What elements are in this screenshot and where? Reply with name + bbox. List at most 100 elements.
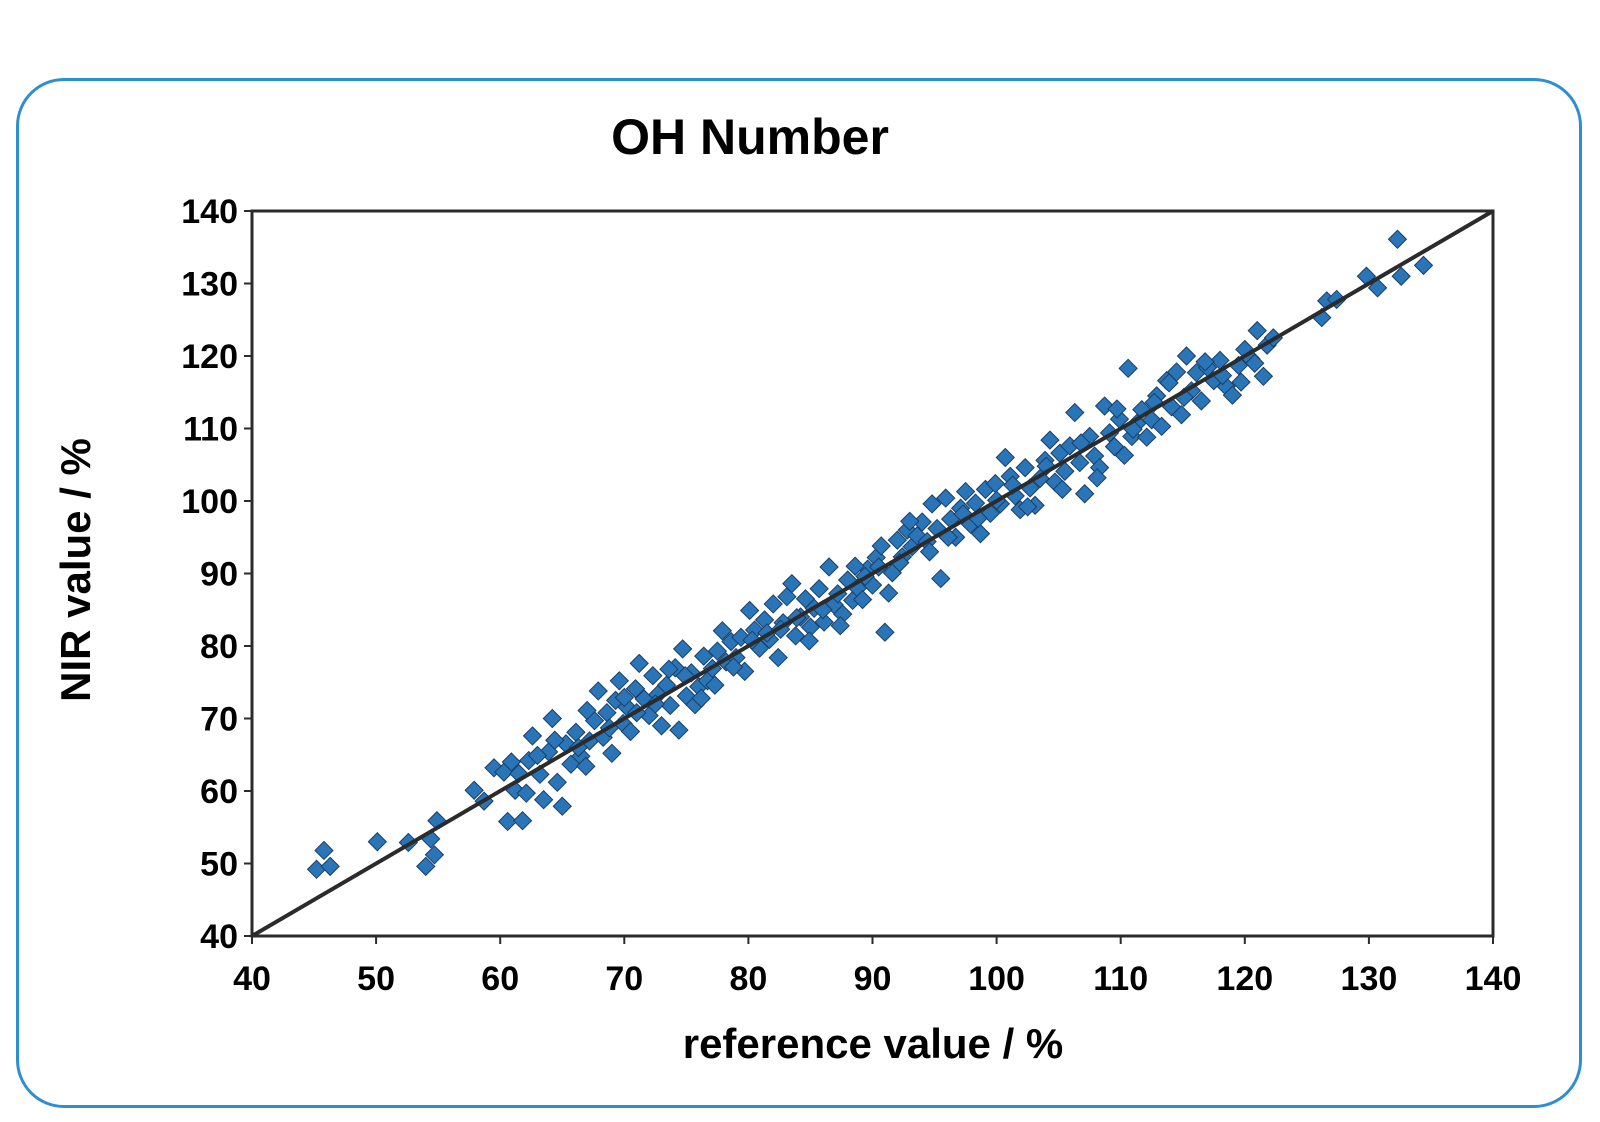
x-tick-label: 50 — [357, 960, 395, 998]
x-axis-label: reference value / % — [683, 1020, 1064, 1067]
data-point — [1231, 372, 1251, 392]
data-point — [1245, 353, 1265, 373]
data-point — [1159, 373, 1179, 393]
data-point — [1075, 484, 1095, 504]
data-point — [643, 666, 663, 686]
data-point — [900, 511, 920, 532]
data-point — [995, 447, 1015, 468]
data-point — [1087, 468, 1107, 488]
data-point — [672, 639, 693, 659]
y-tick-label: 120 — [181, 338, 238, 376]
data-point — [1052, 479, 1073, 500]
data-point — [659, 659, 679, 679]
data-point — [320, 856, 340, 877]
x-tick-label: 110 — [1093, 960, 1148, 998]
y-tick-label: 50 — [200, 846, 238, 884]
data-point — [1017, 497, 1038, 517]
data-point — [651, 716, 672, 736]
x-tick-label: 100 — [968, 960, 1025, 998]
data-point — [1253, 366, 1274, 387]
data-point — [712, 621, 733, 641]
data-point — [588, 681, 608, 701]
data-point — [545, 730, 565, 750]
reference-line — [250, 209, 1495, 938]
data-point — [830, 615, 850, 636]
data-point — [516, 783, 536, 803]
data-point — [501, 752, 522, 772]
data-point — [527, 745, 548, 766]
data-point — [577, 700, 597, 721]
data-point — [660, 695, 680, 716]
y-tick-label: 80 — [200, 628, 238, 666]
chart-marks — [250, 209, 1495, 938]
data-point — [547, 772, 567, 793]
x-tick-label: 60 — [481, 960, 519, 998]
data-point — [1070, 452, 1090, 473]
data-point — [691, 688, 711, 708]
data-point — [723, 657, 744, 677]
data-point — [955, 481, 976, 502]
data-point — [785, 626, 806, 646]
x-tick-label: 90 — [854, 960, 892, 998]
data-point — [609, 671, 630, 691]
data-point — [533, 789, 554, 810]
data-point — [1171, 405, 1192, 425]
data-point — [1055, 461, 1075, 481]
data-point — [782, 573, 802, 594]
data-point — [922, 494, 942, 514]
data-point — [1118, 358, 1138, 379]
y-tick-label: 100 — [181, 483, 238, 521]
x-tick-label: 40 — [233, 960, 271, 998]
data-point — [614, 687, 635, 708]
y-tick-label: 90 — [200, 556, 238, 594]
data-point — [1151, 416, 1172, 437]
data-point — [1247, 320, 1267, 341]
data-point — [814, 612, 834, 632]
data-point — [768, 647, 788, 668]
data-point — [931, 568, 951, 589]
data-point — [669, 720, 689, 740]
data-point — [1137, 427, 1157, 447]
y-tick-label: 140 — [181, 193, 238, 231]
data-point — [512, 811, 533, 831]
y-axis-label: NIR value / % — [52, 438, 99, 702]
x-axis-ticks: 40 50 60 70 80 90 100 110 120 130 140 — [233, 936, 1521, 998]
data-point — [852, 589, 873, 610]
x-tick-label: 130 — [1341, 960, 1398, 998]
data-point — [887, 530, 908, 550]
data-point — [1413, 255, 1434, 276]
x-tick-label: 70 — [605, 960, 643, 998]
data-point — [1391, 266, 1411, 286]
data-point — [464, 780, 484, 800]
y-tick-label: 40 — [200, 918, 238, 956]
data-point — [367, 832, 388, 852]
data-point — [1107, 399, 1127, 419]
x-tick-label: 140 — [1465, 960, 1522, 998]
y-axis-ticks: 40 50 60 70 80 90 100 110 120 130 140 — [181, 193, 252, 956]
data-point — [1222, 385, 1243, 405]
data-point — [878, 583, 899, 603]
data-point — [705, 675, 725, 695]
data-point — [1195, 352, 1215, 372]
data-point — [1015, 457, 1035, 478]
data-point — [875, 622, 895, 642]
data-point — [416, 856, 436, 877]
data-point — [522, 726, 543, 746]
data-point — [629, 653, 649, 674]
data-point — [625, 679, 646, 699]
data-point — [707, 641, 728, 661]
data-point — [809, 579, 829, 599]
data-point — [694, 646, 714, 666]
data-point — [497, 811, 518, 832]
data-point — [424, 845, 445, 865]
data-point — [1387, 229, 1408, 249]
data-point — [970, 523, 991, 544]
data-point — [799, 631, 819, 651]
data-point — [576, 756, 596, 777]
data-point — [763, 594, 783, 614]
y-tick-label: 130 — [181, 266, 238, 304]
data-point — [1114, 445, 1135, 466]
x-tick-label: 120 — [1216, 960, 1273, 998]
data-point — [552, 796, 572, 816]
